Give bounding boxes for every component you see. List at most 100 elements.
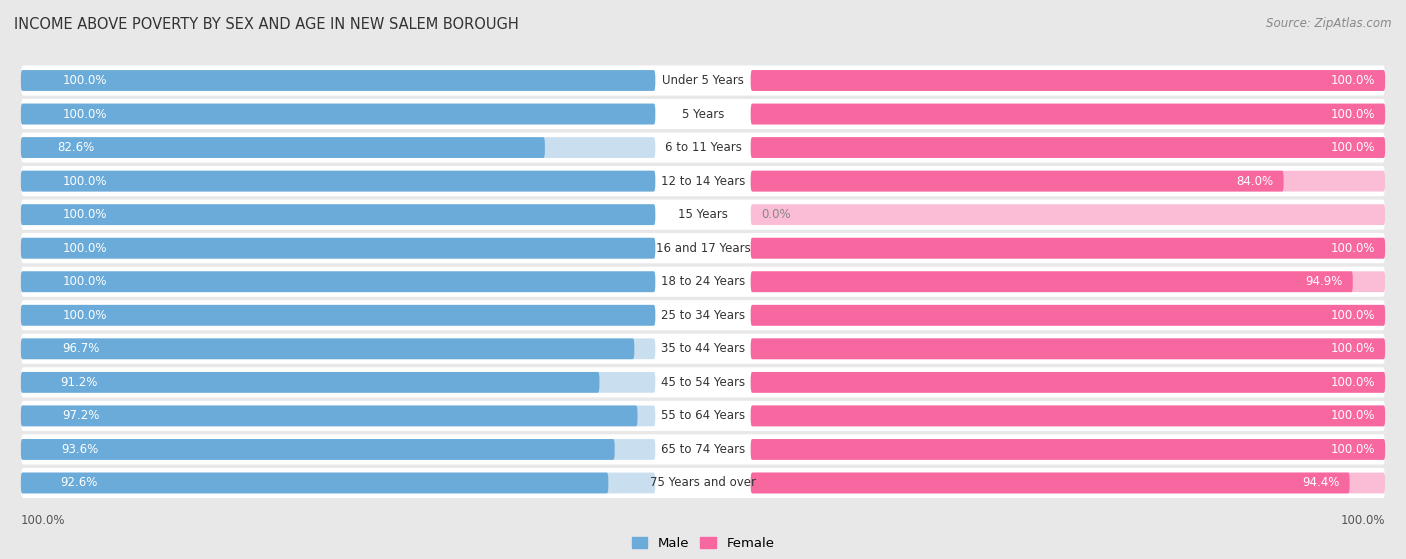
Text: 100.0%: 100.0% — [1330, 241, 1375, 255]
FancyBboxPatch shape — [21, 137, 546, 158]
FancyBboxPatch shape — [21, 338, 655, 359]
FancyBboxPatch shape — [751, 338, 1385, 359]
Text: 92.6%: 92.6% — [60, 476, 98, 490]
FancyBboxPatch shape — [21, 300, 1385, 330]
Text: 100.0%: 100.0% — [1330, 309, 1375, 322]
FancyBboxPatch shape — [751, 137, 1385, 158]
FancyBboxPatch shape — [21, 472, 609, 494]
Text: 100.0%: 100.0% — [1330, 376, 1375, 389]
Text: 18 to 24 Years: 18 to 24 Years — [661, 275, 745, 288]
Text: 93.6%: 93.6% — [60, 443, 98, 456]
FancyBboxPatch shape — [21, 439, 614, 460]
Text: 16 and 17 Years: 16 and 17 Years — [655, 241, 751, 255]
FancyBboxPatch shape — [751, 338, 1385, 359]
FancyBboxPatch shape — [751, 405, 1385, 427]
Text: INCOME ABOVE POVERTY BY SEX AND AGE IN NEW SALEM BOROUGH: INCOME ABOVE POVERTY BY SEX AND AGE IN N… — [14, 17, 519, 32]
Text: 15 Years: 15 Years — [678, 208, 728, 221]
FancyBboxPatch shape — [21, 137, 655, 158]
Text: 94.4%: 94.4% — [1302, 476, 1340, 490]
FancyBboxPatch shape — [21, 434, 1385, 465]
FancyBboxPatch shape — [751, 372, 1385, 393]
FancyBboxPatch shape — [751, 439, 1385, 460]
FancyBboxPatch shape — [21, 238, 655, 259]
Text: Under 5 Years: Under 5 Years — [662, 74, 744, 87]
FancyBboxPatch shape — [751, 472, 1350, 494]
FancyBboxPatch shape — [751, 70, 1385, 91]
FancyBboxPatch shape — [751, 405, 1385, 427]
Text: 100.0%: 100.0% — [1330, 342, 1375, 356]
FancyBboxPatch shape — [21, 200, 1385, 230]
Text: 100.0%: 100.0% — [1340, 514, 1385, 527]
Text: 91.2%: 91.2% — [60, 376, 97, 389]
FancyBboxPatch shape — [751, 271, 1353, 292]
FancyBboxPatch shape — [21, 170, 655, 192]
Text: Source: ZipAtlas.com: Source: ZipAtlas.com — [1267, 17, 1392, 30]
FancyBboxPatch shape — [751, 305, 1385, 326]
FancyBboxPatch shape — [21, 372, 655, 393]
Text: 100.0%: 100.0% — [63, 208, 107, 221]
FancyBboxPatch shape — [751, 137, 1385, 158]
FancyBboxPatch shape — [751, 305, 1385, 326]
FancyBboxPatch shape — [21, 439, 655, 460]
FancyBboxPatch shape — [21, 338, 634, 359]
FancyBboxPatch shape — [21, 70, 655, 91]
FancyBboxPatch shape — [751, 103, 1385, 125]
Text: 96.7%: 96.7% — [62, 342, 100, 356]
Text: 100.0%: 100.0% — [63, 309, 107, 322]
Text: 100.0%: 100.0% — [1330, 409, 1375, 423]
FancyBboxPatch shape — [751, 238, 1385, 259]
FancyBboxPatch shape — [21, 103, 655, 125]
FancyBboxPatch shape — [21, 405, 637, 427]
FancyBboxPatch shape — [751, 103, 1385, 125]
FancyBboxPatch shape — [21, 405, 655, 427]
FancyBboxPatch shape — [21, 99, 1385, 129]
Text: 75 Years and over: 75 Years and over — [650, 476, 756, 490]
FancyBboxPatch shape — [21, 271, 655, 292]
Text: 100.0%: 100.0% — [21, 514, 66, 527]
Text: 100.0%: 100.0% — [63, 74, 107, 87]
Text: 35 to 44 Years: 35 to 44 Years — [661, 342, 745, 356]
FancyBboxPatch shape — [21, 204, 655, 225]
Text: 82.6%: 82.6% — [58, 141, 94, 154]
FancyBboxPatch shape — [21, 271, 655, 292]
Text: 100.0%: 100.0% — [1330, 443, 1375, 456]
Text: 100.0%: 100.0% — [63, 174, 107, 188]
Text: 100.0%: 100.0% — [1330, 74, 1375, 87]
FancyBboxPatch shape — [751, 372, 1385, 393]
Text: 100.0%: 100.0% — [1330, 107, 1375, 121]
FancyBboxPatch shape — [21, 267, 1385, 297]
FancyBboxPatch shape — [751, 170, 1385, 192]
FancyBboxPatch shape — [21, 70, 655, 91]
FancyBboxPatch shape — [21, 334, 1385, 364]
FancyBboxPatch shape — [751, 204, 1385, 225]
FancyBboxPatch shape — [21, 401, 1385, 431]
FancyBboxPatch shape — [751, 70, 1385, 91]
FancyBboxPatch shape — [21, 372, 599, 393]
FancyBboxPatch shape — [21, 103, 655, 125]
FancyBboxPatch shape — [751, 170, 1284, 192]
FancyBboxPatch shape — [21, 305, 655, 326]
Text: 55 to 64 Years: 55 to 64 Years — [661, 409, 745, 423]
FancyBboxPatch shape — [21, 170, 655, 192]
Text: 100.0%: 100.0% — [63, 275, 107, 288]
FancyBboxPatch shape — [21, 468, 1385, 498]
FancyBboxPatch shape — [21, 65, 1385, 96]
Text: 6 to 11 Years: 6 to 11 Years — [665, 141, 741, 154]
Text: 97.2%: 97.2% — [62, 409, 100, 423]
FancyBboxPatch shape — [751, 472, 1385, 494]
Legend: Male, Female: Male, Female — [626, 532, 780, 556]
Text: 12 to 14 Years: 12 to 14 Years — [661, 174, 745, 188]
FancyBboxPatch shape — [21, 305, 655, 326]
FancyBboxPatch shape — [21, 367, 1385, 397]
FancyBboxPatch shape — [21, 472, 655, 494]
FancyBboxPatch shape — [21, 233, 1385, 263]
Text: 100.0%: 100.0% — [1330, 141, 1375, 154]
Text: 45 to 54 Years: 45 to 54 Years — [661, 376, 745, 389]
FancyBboxPatch shape — [21, 238, 655, 259]
Text: 25 to 34 Years: 25 to 34 Years — [661, 309, 745, 322]
Text: 94.9%: 94.9% — [1305, 275, 1343, 288]
Text: 0.0%: 0.0% — [761, 208, 790, 221]
FancyBboxPatch shape — [751, 238, 1385, 259]
FancyBboxPatch shape — [21, 204, 655, 225]
FancyBboxPatch shape — [751, 439, 1385, 460]
